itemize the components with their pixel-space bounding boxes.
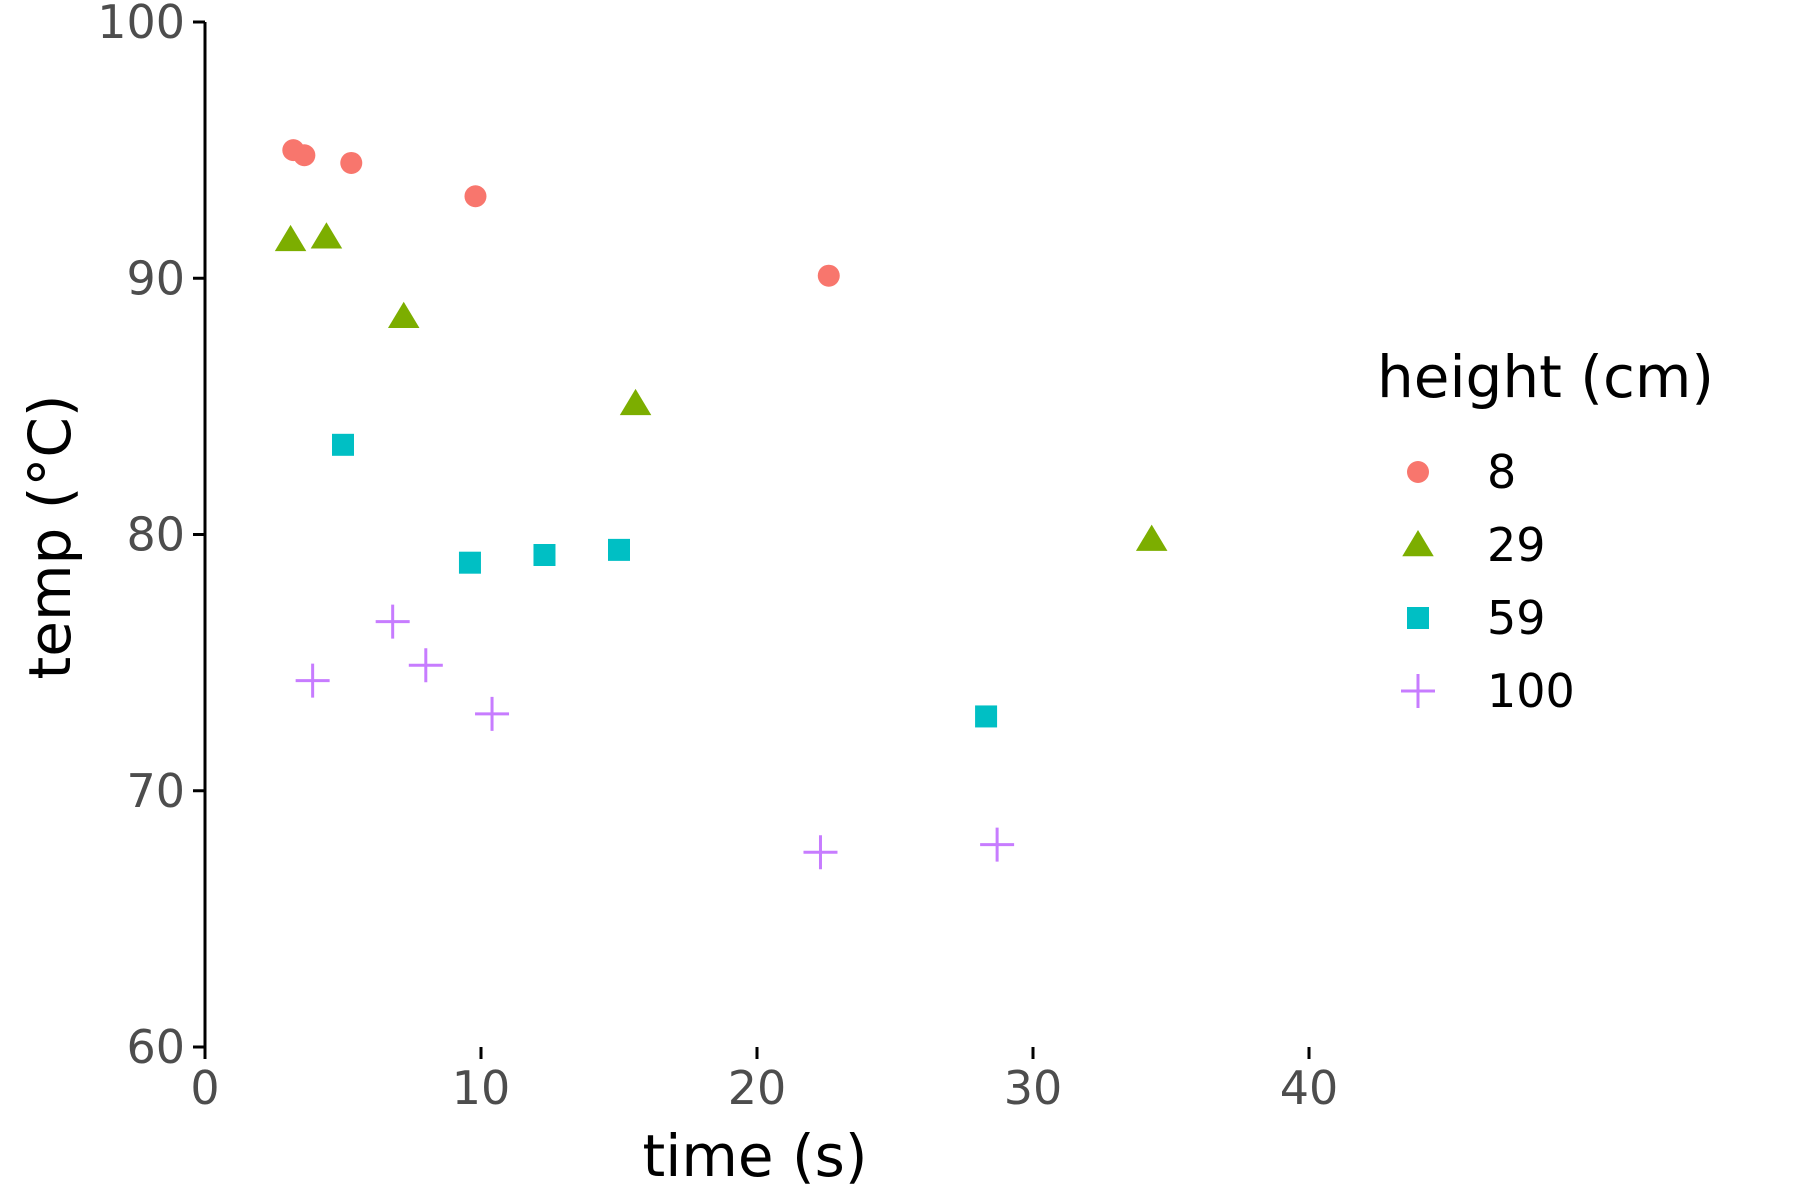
data-point	[475, 696, 510, 731]
legend-key-plus	[1401, 674, 1435, 708]
series-59	[332, 433, 998, 728]
y-tick-label: 100	[97, 0, 185, 49]
y-tick-label: 90	[126, 251, 185, 305]
plot-area	[274, 139, 1168, 870]
x-tick-label: 40	[1280, 1061, 1339, 1115]
data-point	[803, 835, 838, 870]
x-axis-ticks: 0 10 20 30 40	[190, 1047, 1338, 1115]
legend-key-square	[1407, 607, 1429, 629]
x-tick-label: 20	[728, 1061, 787, 1115]
legend-title: height (cm)	[1377, 343, 1714, 411]
legend-item-29: 29	[1402, 518, 1546, 572]
data-point	[1135, 524, 1168, 551]
data-point	[274, 224, 307, 252]
series-29	[274, 222, 1168, 551]
data-point	[980, 827, 1015, 862]
legend-item-8: 8	[1407, 445, 1516, 499]
legend-label: 100	[1487, 664, 1575, 718]
data-point	[533, 544, 556, 566]
data-point	[817, 264, 840, 287]
data-point	[332, 433, 354, 456]
data-point	[458, 551, 481, 574]
data-point	[464, 185, 487, 208]
x-tick-label: 30	[1004, 1061, 1063, 1115]
series-8	[282, 139, 840, 287]
data-point	[619, 388, 652, 416]
data-point	[340, 151, 363, 174]
data-point	[293, 144, 316, 167]
legend-key-circle	[1407, 461, 1429, 483]
data-point	[387, 301, 420, 328]
y-tick-label: 60	[126, 1020, 185, 1074]
legend-label: 8	[1487, 445, 1516, 499]
data-point	[408, 648, 443, 683]
data-point	[608, 538, 630, 561]
legend-label: 29	[1487, 518, 1546, 572]
legend-item-59: 59	[1407, 591, 1546, 645]
x-tick-label: 10	[452, 1061, 511, 1115]
y-tick-label: 70	[126, 764, 185, 818]
legend-item-100: 100	[1401, 664, 1575, 718]
data-point	[310, 222, 343, 249]
axes	[203, 22, 207, 1047]
legend-key-triangle	[1402, 530, 1434, 557]
y-tick-label: 80	[126, 508, 185, 562]
y-axis-title: temp (°C)	[16, 395, 84, 680]
x-axis-title: time (s)	[643, 1122, 868, 1190]
data-point	[295, 663, 330, 698]
y-axis-ticks: 60 70 80 90 100	[97, 0, 205, 1074]
legend-label: 59	[1487, 591, 1546, 645]
data-point	[375, 604, 410, 639]
series-100	[295, 604, 1015, 870]
x-tick-label: 0	[190, 1061, 219, 1115]
data-point	[975, 705, 998, 728]
legend: height (cm) 8 29 59 100	[1377, 343, 1714, 718]
